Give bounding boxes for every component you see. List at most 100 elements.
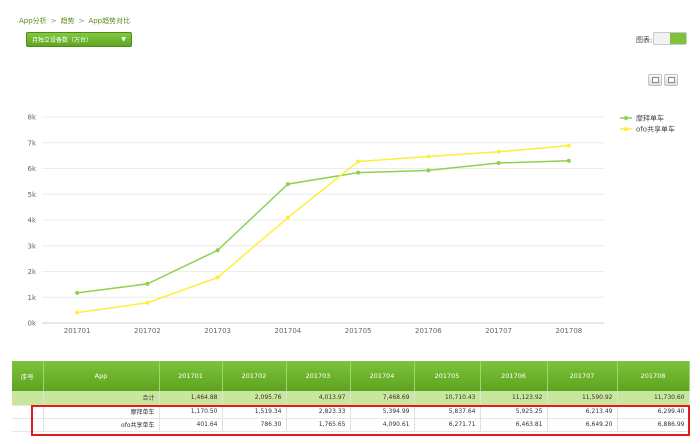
x-tick-label: 201706	[415, 327, 442, 335]
header-cell[interactable]: 201706	[480, 361, 548, 391]
header-cell[interactable]: 201702	[222, 361, 287, 391]
series-line-1	[77, 144, 569, 314]
metric-select-value: 月独立设备数（万台）	[32, 37, 93, 44]
table-cell: 1,765.65	[286, 418, 351, 432]
table-cell	[12, 418, 44, 432]
y-tick-label: 8k	[27, 114, 36, 122]
data-point	[145, 300, 150, 305]
breadcrumb-separator-icon: >	[78, 17, 85, 25]
table-cell: 2,095.76	[222, 391, 287, 406]
app-name-cell: ofo共享单车	[43, 418, 160, 432]
download-icon	[668, 77, 675, 83]
y-tick-label: 2k	[27, 268, 36, 276]
header-cell[interactable]: 201701	[159, 361, 223, 391]
x-tick-label: 201705	[345, 327, 372, 335]
table-cell: 5,925.25	[480, 405, 548, 419]
toggle-on-segment[interactable]	[670, 33, 686, 44]
breadcrumb-separator-icon: >	[50, 17, 57, 25]
data-point	[496, 161, 501, 166]
y-tick-label: 1k	[27, 294, 36, 302]
x-tick-label: 201704	[275, 327, 302, 335]
table-cell: 6,299.40	[617, 405, 690, 419]
data-table: 序号 App 201701 201702 201703 201704 20170…	[12, 361, 690, 432]
header-cell[interactable]: App	[43, 361, 160, 391]
table-header-row: 序号 App 201701 201702 201703 201704 20170…	[12, 361, 690, 391]
table-cell: 6,649.20	[547, 418, 618, 432]
chart-type-label: 图表:	[636, 36, 653, 44]
table-cell: 1,519.34	[222, 405, 287, 419]
y-tick-label: 3k	[27, 242, 36, 250]
data-point	[566, 143, 571, 148]
print-icon	[652, 77, 659, 83]
data-point	[356, 159, 361, 164]
total-label: 合计	[43, 391, 160, 406]
y-tick-label: 0k	[27, 320, 36, 328]
y-tick-label: 5k	[27, 191, 36, 199]
chevron-down-icon: ▼	[121, 36, 126, 43]
header-cell[interactable]: 201703	[286, 361, 351, 391]
table-total-row: 合计 1,464.88 2,095.76 4,013.97 7,468.69 1…	[12, 391, 690, 406]
header-cell[interactable]: 201707	[547, 361, 618, 391]
table-cell: 401.64	[159, 418, 223, 432]
table-cell: 6,213.49	[547, 405, 618, 419]
toggle-off-segment[interactable]	[654, 33, 670, 44]
x-tick-label: 201703	[204, 327, 231, 335]
chart-type-toggle[interactable]	[653, 32, 687, 45]
legend-marker	[624, 116, 628, 120]
app-name-cell: 摩拜单车	[43, 405, 160, 419]
table-cell: 4,013.97	[286, 391, 351, 406]
legend-label: 摩拜单车	[636, 114, 664, 123]
line-chart: 0k 1k 2k 3k 4k 5k 6k 7k 8k 201701 201702 201703 2017…	[27, 114, 675, 336]
data-point	[145, 281, 150, 286]
y-tick-label: 7k	[27, 139, 36, 147]
x-tick-label: 201701	[64, 327, 91, 335]
y-tick-label: 4k	[27, 217, 36, 225]
print-button[interactable]	[648, 74, 662, 86]
data-point	[285, 215, 290, 220]
x-tick-label: 201702	[134, 327, 161, 335]
table-cell: 5,837.64	[414, 405, 481, 419]
metric-select[interactable]: 月独立设备数（万台） ▼	[26, 32, 132, 47]
table-cell: 10,710.43	[414, 391, 481, 406]
table-cell: 1,170.50	[159, 405, 223, 419]
header-cell[interactable]: 序号	[12, 361, 44, 391]
header-cell[interactable]: 201708	[617, 361, 690, 391]
table-cell: 11,590.92	[547, 391, 618, 406]
data-point	[75, 310, 80, 315]
data-point	[215, 275, 220, 280]
table-cell	[12, 405, 44, 419]
data-point	[75, 290, 80, 295]
export-buttons	[648, 74, 678, 86]
table-cell: 11,123.92	[480, 391, 548, 406]
breadcrumb-app-analysis[interactable]: App分析	[19, 17, 47, 25]
table-row: ofo共享单车 401.64 786.30 1,765.65 4,090.61 …	[12, 418, 690, 432]
data-point	[496, 149, 501, 154]
legend-marker	[624, 127, 628, 131]
data-point	[426, 154, 431, 159]
table-cell: 1,464.88	[159, 391, 223, 406]
download-button[interactable]	[664, 74, 678, 86]
table-cell	[12, 391, 44, 406]
table-cell: 11,730.60	[617, 391, 690, 406]
series-line-0	[77, 160, 569, 294]
breadcrumb: App分析 > 趋势 > App趋势对比	[19, 16, 130, 26]
data-point	[356, 170, 361, 175]
table-cell: 6,463.81	[480, 418, 548, 432]
x-tick-label: 201707	[485, 327, 512, 335]
table-cell: 7,468.69	[350, 391, 415, 406]
header-cell[interactable]: 201705	[414, 361, 481, 391]
table-row: 摩拜单车 1,170.50 1,519.34 2,823.33 5,394.99…	[12, 405, 690, 419]
breadcrumb-app-trend-compare: App趋势对比	[88, 17, 131, 25]
y-tick-label: 6k	[27, 165, 36, 173]
table-cell: 6,886.99	[617, 418, 690, 432]
data-point	[215, 248, 220, 253]
data-point	[285, 182, 290, 187]
table-cell: 6,271.71	[414, 418, 481, 432]
data-point	[426, 168, 431, 173]
header-cell[interactable]: 201704	[350, 361, 415, 391]
legend-label: ofo共享单车	[636, 125, 675, 134]
table-cell: 4,090.61	[350, 418, 415, 432]
x-tick-label: 201708	[556, 327, 583, 335]
breadcrumb-trend[interactable]: 趋势	[60, 17, 75, 25]
table-cell: 2,823.33	[286, 405, 351, 419]
